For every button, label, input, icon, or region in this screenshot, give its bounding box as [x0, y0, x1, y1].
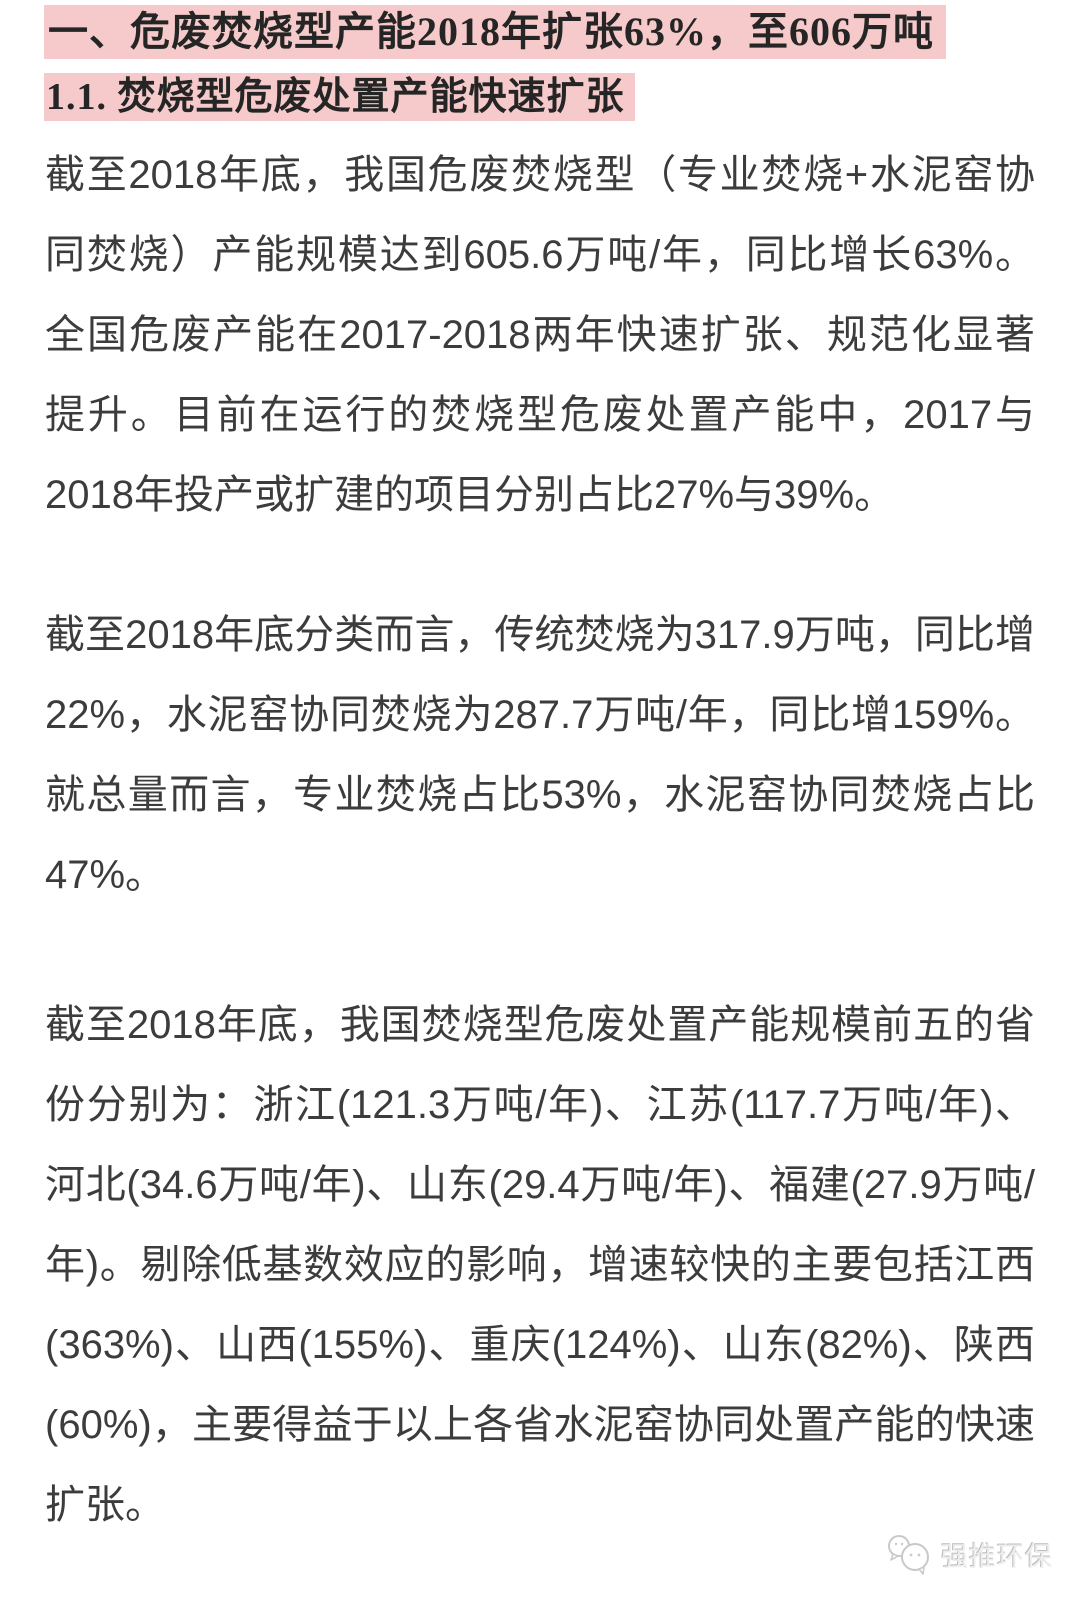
subsection-heading-row: 1.1. 焚烧型危废处置产能快速扩张: [44, 59, 1079, 121]
section-heading: 一、危废焚烧型产能2018年扩张63%，至606万吨: [44, 5, 946, 59]
article-body: 截至2018年底，我国危废焚烧型（专业焚烧+水泥窑协同焚烧）产能规模达到605.…: [45, 135, 1035, 1545]
paragraph-capacity-overview: 截至2018年底，我国危废焚烧型（专业焚烧+水泥窑协同焚烧）产能规模达到605.…: [45, 153, 1035, 517]
subsection-heading: 1.1. 焚烧型危废处置产能快速扩张: [44, 73, 635, 121]
paragraph-capacity-breakdown: 截至2018年底分类而言，传统焚烧为317.9万吨，同比增22%，水泥窑协同焚烧…: [45, 613, 1035, 897]
paragraph-province-ranking: 截至2018年底，我国焚烧型危废处置产能规模前五的省份分别为：浙江(121.3万…: [45, 1003, 1035, 1527]
section-heading-row: 一、危废焚烧型产能2018年扩张63%，至606万吨: [44, 0, 1079, 59]
